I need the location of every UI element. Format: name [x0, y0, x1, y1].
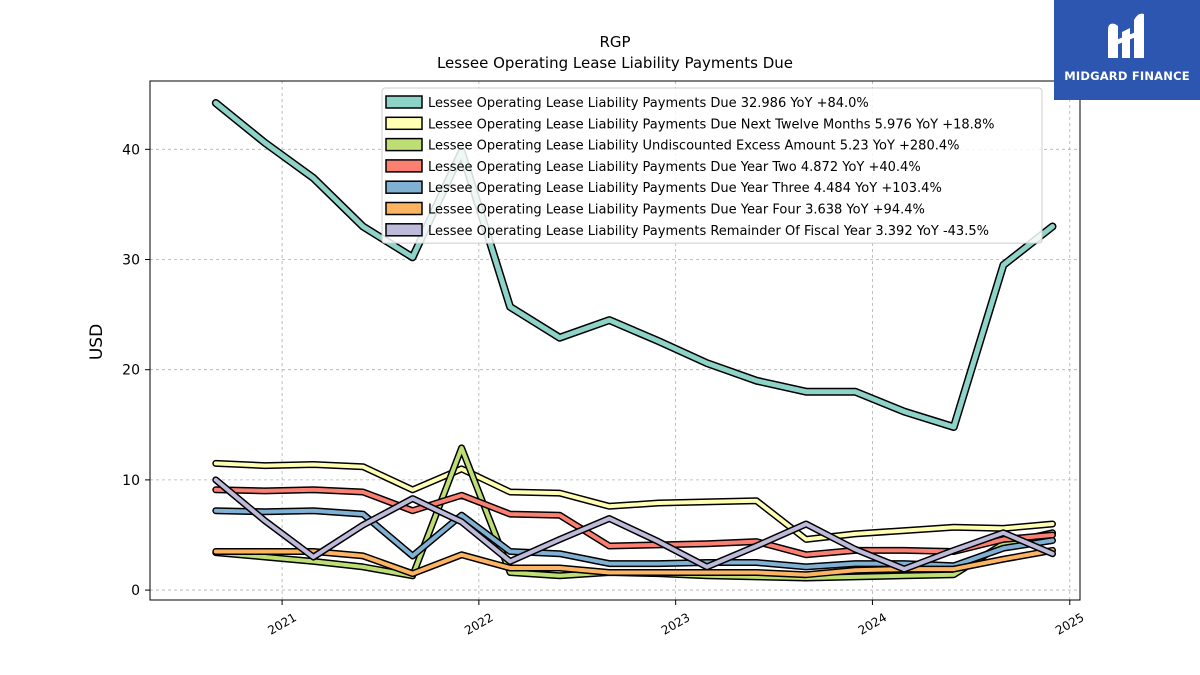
legend-item: Lessee Operating Lease Liability Payment… — [385, 95, 869, 111]
legend-swatch — [385, 159, 423, 173]
legend-swatch — [385, 180, 423, 194]
x-tick-label: 2022 — [462, 610, 495, 637]
x-tick-label: 2023 — [659, 610, 692, 637]
x-tick-label: 2025 — [1053, 610, 1086, 637]
y-tick-label: 20 — [122, 363, 140, 379]
legend-swatch — [385, 95, 423, 109]
legend-swatch — [385, 201, 423, 216]
legend-label: Lessee Operating Lease Liability Undisco… — [428, 139, 959, 154]
legend-frame — [381, 87, 1043, 244]
chart-subtitle: Lessee Operating Lease Liability Payment… — [437, 54, 793, 72]
brand-name: MIDGARD FINANCE — [1064, 69, 1190, 83]
legend-item: Lessee Operating Lease Liability Payment… — [385, 180, 942, 196]
series-stroke — [213, 487, 1055, 557]
series-line — [212, 476, 1056, 573]
series-lines — [211, 99, 1057, 582]
series-stroke — [213, 100, 1055, 430]
y-axis-label: USD — [87, 324, 107, 360]
legend-label: Lessee Operating Lease Liability Payment… — [428, 181, 942, 196]
chart-title: RGP — [599, 33, 630, 51]
legend-swatch — [385, 116, 423, 131]
series-stroke — [213, 477, 1055, 572]
x-tick-label: 2024 — [856, 610, 889, 637]
legend-swatch — [385, 137, 423, 152]
y-tick-label: 10 — [122, 473, 140, 489]
legend-item: Lessee Operating Lease Liability Payment… — [385, 159, 921, 175]
legend-swatch — [385, 223, 423, 237]
legend-item: Lessee Operating Lease Liability Payment… — [385, 223, 989, 239]
series-line — [212, 486, 1056, 559]
legend-item: Lessee Operating Lease Liability Undisco… — [385, 137, 959, 154]
legend-label: Lessee Operating Lease Liability Payment… — [428, 224, 989, 239]
y-tick-label: 30 — [122, 253, 140, 269]
legend: Lessee Operating Lease Liability Payment… — [381, 87, 1043, 244]
series-line — [212, 459, 1056, 543]
series-line — [211, 99, 1057, 431]
legend-label: Lessee Operating Lease Liability Payment… — [428, 203, 925, 218]
legend-label: Lessee Operating Lease Liability Payment… — [428, 160, 921, 175]
legend-item: Lessee Operating Lease Liability Payment… — [385, 116, 994, 132]
y-tick-label: 0 — [131, 583, 140, 599]
legend-label: Lessee Operating Lease Liability Payment… — [428, 117, 994, 132]
x-tick-label: 2021 — [265, 610, 298, 637]
plot-frame — [149, 80, 1081, 601]
y-tick-label: 40 — [122, 142, 140, 158]
midgard-finance-logo: MIDGARD FINANCE — [1054, 0, 1200, 100]
legend-item: Lessee Operating Lease Liability Payment… — [385, 201, 925, 218]
legend-label: Lessee Operating Lease Liability Payment… — [428, 96, 869, 111]
series-stroke — [213, 461, 1055, 542]
midgard-logo-icon — [1108, 13, 1144, 59]
